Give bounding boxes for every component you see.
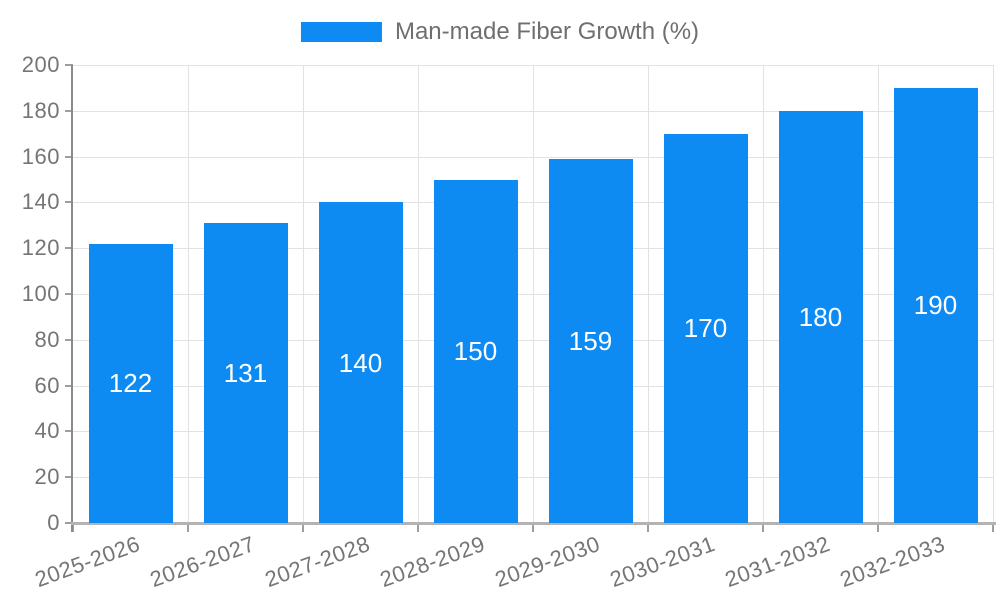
legend[interactable]: Man-made Fiber Growth (%) bbox=[300, 18, 700, 46]
y-axis-label: 80 bbox=[34, 326, 60, 352]
x-axis-tick bbox=[417, 523, 419, 532]
gridline-vertical bbox=[648, 65, 649, 523]
x-axis-label: 2032-2033 bbox=[836, 531, 949, 593]
y-axis-tick bbox=[65, 338, 73, 341]
y-axis-label: 20 bbox=[34, 464, 60, 490]
x-axis-label: 2031-2032 bbox=[721, 531, 834, 593]
legend-label: Man-made Fiber Growth (%) bbox=[394, 18, 700, 45]
bar-value-label: 122 bbox=[108, 368, 153, 399]
bar-value-label: 180 bbox=[798, 301, 843, 332]
bar-value-label: 150 bbox=[453, 336, 498, 367]
y-axis-label: 160 bbox=[21, 143, 60, 169]
y-axis-tick bbox=[65, 384, 73, 387]
x-axis-tick bbox=[187, 523, 189, 532]
y-axis-label: 40 bbox=[34, 418, 60, 444]
bar[interactable] bbox=[433, 179, 518, 523]
y-axis-tick bbox=[65, 293, 73, 295]
x-axis-tick bbox=[647, 523, 649, 532]
gridline-vertical bbox=[418, 65, 419, 523]
y-axis-label: 180 bbox=[21, 97, 60, 123]
bar-value-label: 190 bbox=[913, 290, 958, 321]
x-axis-label: 2025-2026 bbox=[31, 531, 144, 593]
y-axis-label: 120 bbox=[21, 235, 60, 261]
x-axis-tick bbox=[532, 523, 534, 532]
x-axis-tick bbox=[72, 523, 74, 532]
bar-value-label: 170 bbox=[683, 313, 728, 344]
y-axis-label: 200 bbox=[21, 52, 60, 77]
y-axis-tick bbox=[65, 155, 73, 158]
bar[interactable] bbox=[318, 202, 403, 523]
y-axis-line bbox=[71, 65, 73, 532]
y-axis-label: 60 bbox=[34, 372, 60, 398]
bar[interactable] bbox=[778, 110, 863, 523]
x-axis-label: 2026-2027 bbox=[146, 531, 259, 593]
bar[interactable] bbox=[663, 133, 748, 523]
y-axis-tick bbox=[65, 522, 73, 524]
x-axis-label: 2027-2028 bbox=[261, 531, 374, 593]
x-axis-tick bbox=[762, 523, 764, 532]
x-axis-tick bbox=[877, 523, 879, 532]
y-axis-tick bbox=[65, 201, 73, 204]
gridline-vertical bbox=[533, 65, 534, 523]
legend-swatch bbox=[300, 22, 382, 42]
y-axis-label: 100 bbox=[21, 281, 60, 306]
x-axis-label: 2030-2031 bbox=[606, 531, 719, 593]
x-axis-tick bbox=[992, 523, 994, 532]
y-axis-tick bbox=[65, 109, 73, 112]
y-axis-tick bbox=[65, 247, 73, 250]
gridline-vertical bbox=[763, 65, 764, 523]
x-axis-tick bbox=[302, 523, 304, 532]
bar-value-label: 140 bbox=[338, 347, 383, 378]
bar-value-label: 131 bbox=[223, 358, 268, 388]
y-axis-label: 0 bbox=[47, 510, 60, 535]
x-axis-line bbox=[71, 522, 996, 525]
x-axis-label: 2029-2030 bbox=[491, 531, 604, 593]
y-axis-tick bbox=[65, 476, 73, 479]
y-axis-label: 140 bbox=[21, 189, 60, 215]
bar[interactable] bbox=[203, 223, 288, 523]
bar[interactable] bbox=[893, 87, 978, 523]
gridline-vertical bbox=[188, 65, 189, 523]
bar-value-label: 159 bbox=[568, 325, 613, 356]
bar[interactable] bbox=[548, 158, 633, 523]
gridline-vertical bbox=[993, 65, 994, 523]
gridline-vertical bbox=[303, 65, 304, 523]
y-axis-tick bbox=[65, 64, 73, 66]
y-axis-tick bbox=[65, 430, 73, 433]
bar[interactable] bbox=[88, 243, 173, 523]
x-axis-label: 2028-2029 bbox=[376, 531, 489, 593]
gridline-vertical bbox=[878, 65, 879, 523]
